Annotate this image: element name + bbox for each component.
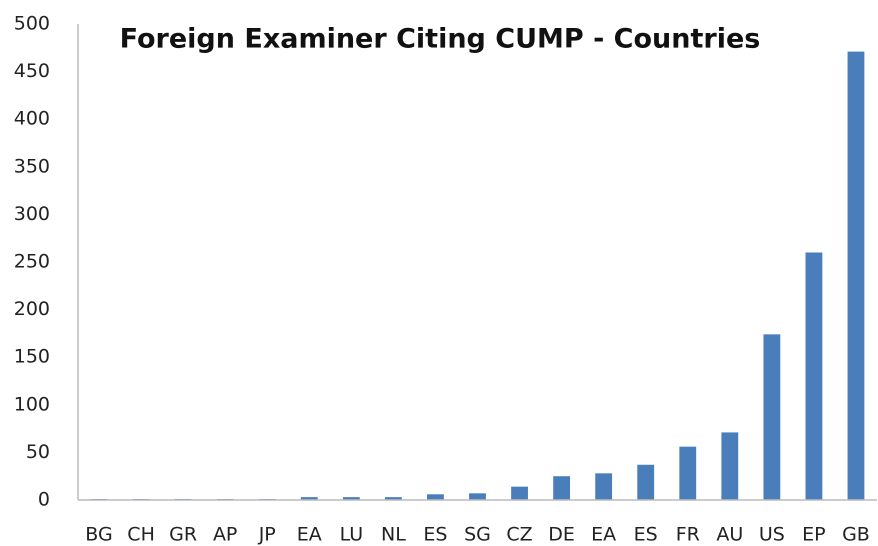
x-tick-label: GR bbox=[169, 524, 197, 546]
bar bbox=[469, 493, 486, 500]
bar bbox=[342, 497, 360, 500]
bar bbox=[847, 51, 865, 500]
y-tick-label: 200 bbox=[14, 298, 50, 320]
bar bbox=[300, 497, 318, 500]
x-tick-label: DE bbox=[548, 524, 575, 546]
x-tick-label: US bbox=[759, 524, 785, 546]
y-tick-label: 100 bbox=[14, 393, 50, 415]
x-tick-label: EA bbox=[297, 524, 322, 546]
y-tick-label: 150 bbox=[14, 346, 50, 368]
y-tick-label: 500 bbox=[14, 13, 50, 35]
bar bbox=[384, 497, 402, 500]
x-tick-label: ES bbox=[634, 524, 658, 546]
bar bbox=[553, 476, 571, 500]
bar bbox=[637, 464, 655, 500]
x-tick-label: BG bbox=[85, 524, 112, 546]
x-tick-label: FR bbox=[676, 524, 700, 546]
x-tick-label: CZ bbox=[506, 524, 532, 546]
x-tick-label: JP bbox=[258, 524, 276, 546]
bar bbox=[763, 334, 781, 500]
bar bbox=[805, 252, 823, 500]
x-tick-label: AP bbox=[213, 524, 237, 546]
x-tick-label: ES bbox=[423, 524, 447, 546]
bar bbox=[595, 473, 613, 500]
x-tick-label: EP bbox=[802, 524, 825, 546]
bar bbox=[679, 446, 697, 500]
x-tick-label: CH bbox=[127, 524, 155, 546]
bar bbox=[511, 486, 528, 500]
y-tick-label: 300 bbox=[14, 203, 50, 225]
y-tick-label: 350 bbox=[14, 155, 50, 177]
chart-title: Foreign Examiner Citing CUMP - Countries bbox=[120, 24, 761, 55]
x-tick-label: EA bbox=[591, 524, 616, 546]
x-tick-label: NL bbox=[381, 524, 406, 546]
y-tick-label: 50 bbox=[26, 441, 50, 463]
y-tick-label: 450 bbox=[14, 60, 50, 82]
x-tick-label: GB bbox=[842, 524, 870, 546]
y-tick-label: 400 bbox=[14, 108, 50, 130]
y-tick-label: 250 bbox=[14, 251, 50, 273]
bar bbox=[427, 494, 444, 500]
x-tick-label: AU bbox=[716, 524, 743, 546]
y-tick-label: 0 bbox=[38, 489, 50, 511]
x-tick-label: SG bbox=[464, 524, 491, 546]
x-tick-label: LU bbox=[340, 524, 364, 546]
bar bbox=[721, 432, 739, 500]
